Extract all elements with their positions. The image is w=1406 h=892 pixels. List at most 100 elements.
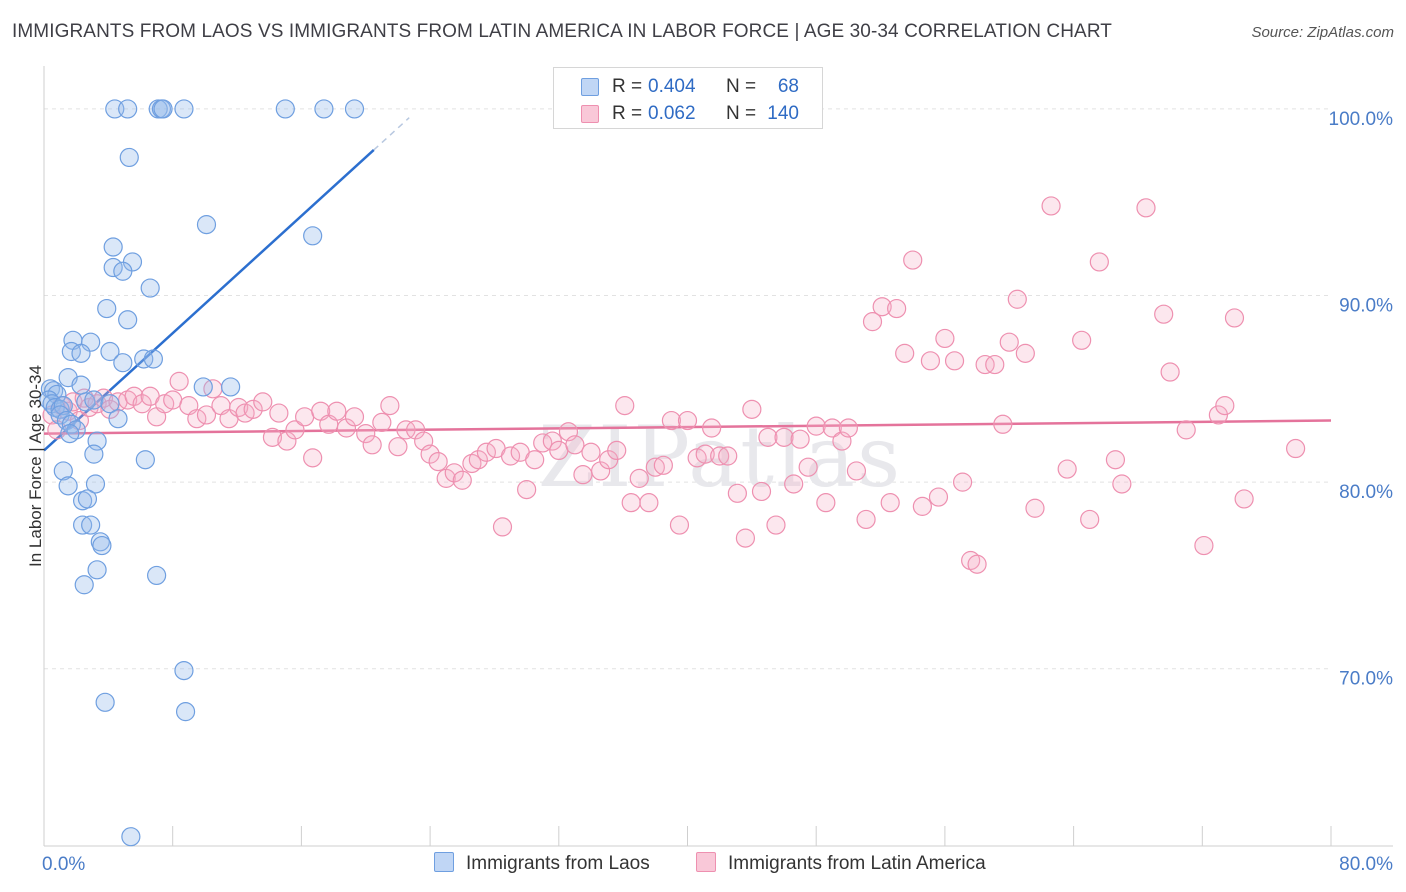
- latam-point: [1041, 196, 1061, 216]
- laos-point: [84, 390, 104, 410]
- latam-point: [774, 427, 794, 447]
- latam-trend-line: [43, 419, 1332, 435]
- laos-point: [103, 257, 123, 278]
- latam-point: [887, 298, 907, 319]
- latam-point: [285, 420, 305, 440]
- latam-point: [362, 435, 382, 455]
- latam-point: [993, 414, 1013, 434]
- laos-point: [71, 343, 91, 363]
- latam-point: [1176, 420, 1196, 440]
- laos-point: [121, 827, 141, 847]
- latam-point: [1234, 489, 1254, 509]
- laos-point: [303, 226, 323, 246]
- bottom-legend-latam: Immigrants from Latin America: [696, 852, 986, 875]
- laos-point: [77, 489, 98, 509]
- laos-point: [113, 353, 133, 373]
- latam-point: [895, 343, 915, 363]
- laos-point: [58, 476, 78, 496]
- latam-point: [132, 394, 152, 414]
- latam-point: [1007, 289, 1027, 309]
- laos-point: [140, 278, 160, 298]
- laos-point: [50, 399, 70, 419]
- latam-point: [1080, 509, 1100, 530]
- latam-point: [669, 515, 690, 535]
- axes: [43, 66, 1393, 847]
- y-tick-label: 70.0%: [1339, 669, 1393, 690]
- laos-trend-extension: [373, 117, 410, 151]
- latam-point: [806, 416, 826, 436]
- laos-point: [193, 377, 213, 397]
- latam-point: [928, 487, 949, 507]
- latam-point: [735, 528, 756, 548]
- source-credit: Source: ZipAtlas.com: [1251, 24, 1394, 41]
- laos-point: [92, 535, 112, 556]
- latam-point: [253, 392, 273, 412]
- latam-point: [573, 465, 593, 485]
- latam-point: [967, 554, 987, 574]
- latam-point: [629, 468, 649, 488]
- latam-point: [452, 470, 472, 490]
- latam-point: [615, 396, 635, 416]
- latam-point: [428, 451, 448, 472]
- latam-point: [695, 444, 715, 464]
- bottom-legend-label-latam: Immigrants from Latin America: [728, 853, 986, 874]
- correlation-legend: R = 0.404 N = 68 R = 0.062 N = 140: [553, 67, 823, 129]
- x-tick-label: 80.0%: [1339, 854, 1393, 875]
- latam-point: [1105, 450, 1126, 470]
- laos-point: [87, 560, 107, 580]
- latam-point: [1057, 459, 1077, 479]
- latam-point: [912, 496, 932, 516]
- bottom-legend-swatch-laos: [434, 852, 454, 872]
- laos-point: [76, 392, 96, 412]
- latam-point: [356, 424, 376, 444]
- latam-point: [468, 450, 488, 470]
- laos-point: [60, 424, 80, 444]
- laos-point: [100, 394, 120, 414]
- latam-point: [822, 418, 842, 438]
- latam-point: [742, 399, 762, 419]
- latam-point: [952, 472, 973, 492]
- latam-point: [758, 427, 778, 447]
- latam-point: [798, 457, 818, 477]
- latam-point: [790, 429, 810, 449]
- latam-point: [975, 354, 995, 375]
- laos-point: [174, 660, 194, 681]
- latam-point: [380, 396, 400, 416]
- laos-point: [95, 692, 115, 712]
- laos-point: [174, 99, 194, 119]
- legend-swatch-laos: [581, 78, 599, 96]
- legend-n-value-latam: 140: [767, 103, 799, 124]
- latam-point: [846, 461, 867, 481]
- laos-point: [143, 349, 163, 369]
- latam-point: [517, 479, 537, 500]
- latam-point: [816, 493, 836, 513]
- latam-point: [243, 399, 263, 419]
- latam-point: [372, 412, 392, 433]
- x-tick-label: 0.0%: [42, 854, 85, 875]
- laos-trend-line: [43, 149, 375, 452]
- legend-n-value-laos: 68: [777, 76, 799, 97]
- latam-point: [396, 420, 416, 440]
- legend-swatch-latam: [581, 105, 599, 123]
- latam-point: [581, 442, 601, 462]
- latam-point: [607, 440, 627, 461]
- laos-point: [53, 461, 73, 481]
- latam-point: [269, 403, 289, 423]
- latam-point: [1112, 474, 1132, 494]
- legend-n-label: N =: [726, 76, 757, 97]
- y-tick-label: 90.0%: [1339, 296, 1393, 317]
- latam-point: [935, 328, 955, 349]
- latam-point: [388, 437, 408, 457]
- latam-point: [880, 493, 900, 513]
- latam-point: [1160, 362, 1180, 382]
- latam-point: [303, 448, 323, 468]
- latam-point: [838, 418, 858, 438]
- legend-n-label: N =: [726, 103, 757, 124]
- latam-point: [1089, 252, 1109, 272]
- latam-point: [710, 446, 730, 466]
- laos-point: [153, 99, 173, 119]
- latam-point: [533, 433, 553, 453]
- laos-point: [61, 341, 81, 362]
- latam-point: [1015, 343, 1035, 363]
- laos-point: [74, 575, 94, 595]
